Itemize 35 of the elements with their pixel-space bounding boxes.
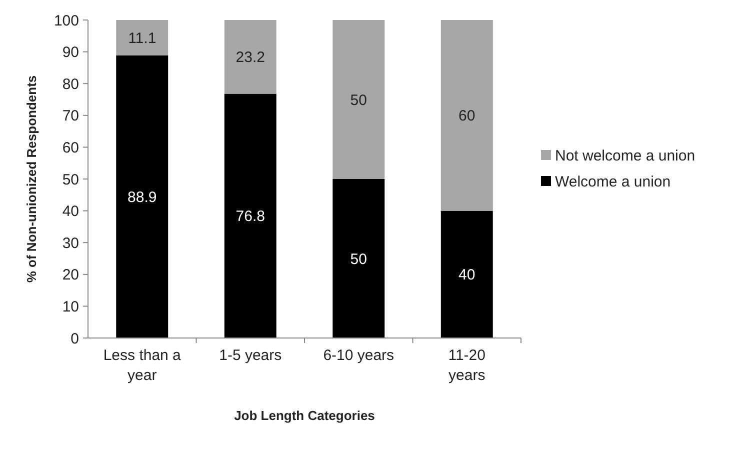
x-tick-label: 6-10 years (323, 347, 394, 364)
x-tick-label: 1-5 years (219, 347, 282, 364)
bar (224, 94, 276, 338)
data-label: 11.1 (128, 30, 156, 47)
bar (440, 20, 493, 211)
bar (116, 55, 168, 338)
y-tick-label: 20 (62, 266, 79, 284)
bar (332, 179, 385, 338)
data-label: 50 (350, 250, 367, 268)
y-axis-title: % of Non-unionized Respondents (24, 75, 39, 283)
y-tick-label: 60 (62, 139, 79, 156)
legend-label: Welcome a union (555, 173, 671, 190)
bar (332, 20, 385, 179)
bar (116, 20, 168, 56)
data-label: 23.2 (236, 49, 265, 66)
y-tick-label: 0 (70, 330, 79, 348)
legend-label: Not welcome a union (555, 147, 696, 164)
data-label: 76.8 (236, 208, 265, 226)
y-tick-label: 100 (54, 12, 79, 30)
data-label: 50 (350, 92, 367, 109)
y-tick-label: 80 (62, 76, 79, 93)
x-tick-label: 11-20 years (448, 347, 486, 384)
y-tick-label: 10 (62, 298, 79, 316)
y-tick-label: 40 (62, 203, 79, 220)
bar (440, 210, 493, 338)
y-tick-label: 30 (62, 234, 79, 252)
x-tick-label: Less than a year (103, 347, 182, 384)
y-tick-label: 90 (62, 44, 79, 62)
bar (224, 20, 276, 94)
y-tick-label: 50 (62, 171, 79, 188)
x-axis-title: Job Length Categories (234, 408, 375, 423)
y-tick-label: 70 (62, 108, 79, 125)
data-label: 88.9 (128, 188, 157, 206)
data-label: 40 (458, 266, 476, 284)
data-label: 60 (458, 108, 476, 125)
